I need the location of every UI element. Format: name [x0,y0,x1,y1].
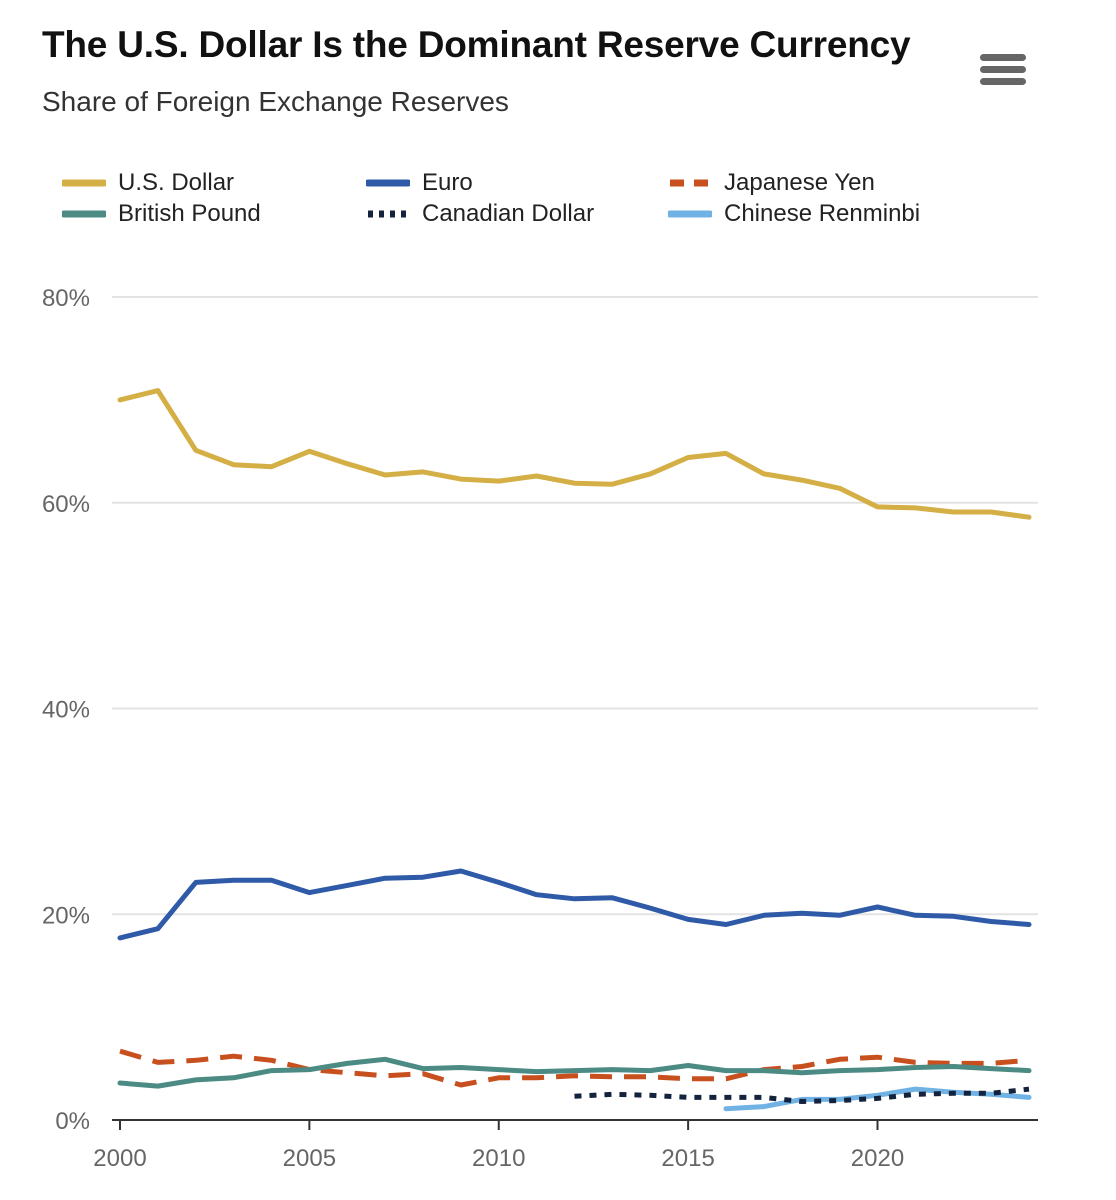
legend-swatch [368,210,408,218]
series-line-euro [117,868,1032,941]
y-tick-label: 80% [42,285,90,312]
legend-item-u-s-dollar[interactable]: U.S. Dollar [62,168,234,198]
x-tick-label: 2010 [472,1145,525,1172]
x-tick-label: 2015 [661,1145,714,1172]
x-tick-label: 2005 [283,1145,336,1172]
y-tick-label: 60% [42,491,90,518]
series-line-british-pound [117,1056,1032,1089]
x-tick-label: 2020 [851,1145,904,1172]
series-line-u-s-dollar [117,388,1032,520]
legend-label: Euro [422,169,473,196]
legend-item-euro[interactable]: Euro [366,168,473,198]
legend-label: British Pound [118,200,261,227]
x-tick-label: 2000 [93,1145,146,1172]
chart-subtitle: Share of Foreign Exchange Reserves [42,86,509,117]
legend-label: Chinese Renminbi [724,200,921,227]
y-tick-label: 40% [42,697,90,724]
legend-label: U.S. Dollar [118,169,235,196]
legend-item-canadian-dollar[interactable]: Canadian Dollar [366,199,594,229]
hamburger-menu-icon[interactable] [976,48,1032,94]
legend-label: Canadian Dollar [422,200,595,227]
legend-swatch [366,179,410,187]
legend-swatch [62,179,106,187]
legend-label: Japanese Yen [724,169,875,196]
y-tick-label: 0% [55,1108,90,1135]
legend-swatch [668,210,712,218]
y-tick-label: 20% [42,902,90,929]
series-line-chinese-renminbi [723,1086,1032,1112]
series-line-japanese-yen [119,1048,1030,1088]
series-line-canadian-dollar [574,1086,1030,1104]
legend-item-japanese-yen[interactable]: Japanese Yen [668,168,875,198]
legend-item-chinese-renminbi[interactable]: Chinese Renminbi [668,199,920,229]
legend-swatch [62,210,106,218]
legend-item-british-pound[interactable]: British Pound [62,199,261,229]
legend-swatch [670,179,710,187]
chart-title: The U.S. Dollar Is the Dominant Reserve … [42,24,911,65]
